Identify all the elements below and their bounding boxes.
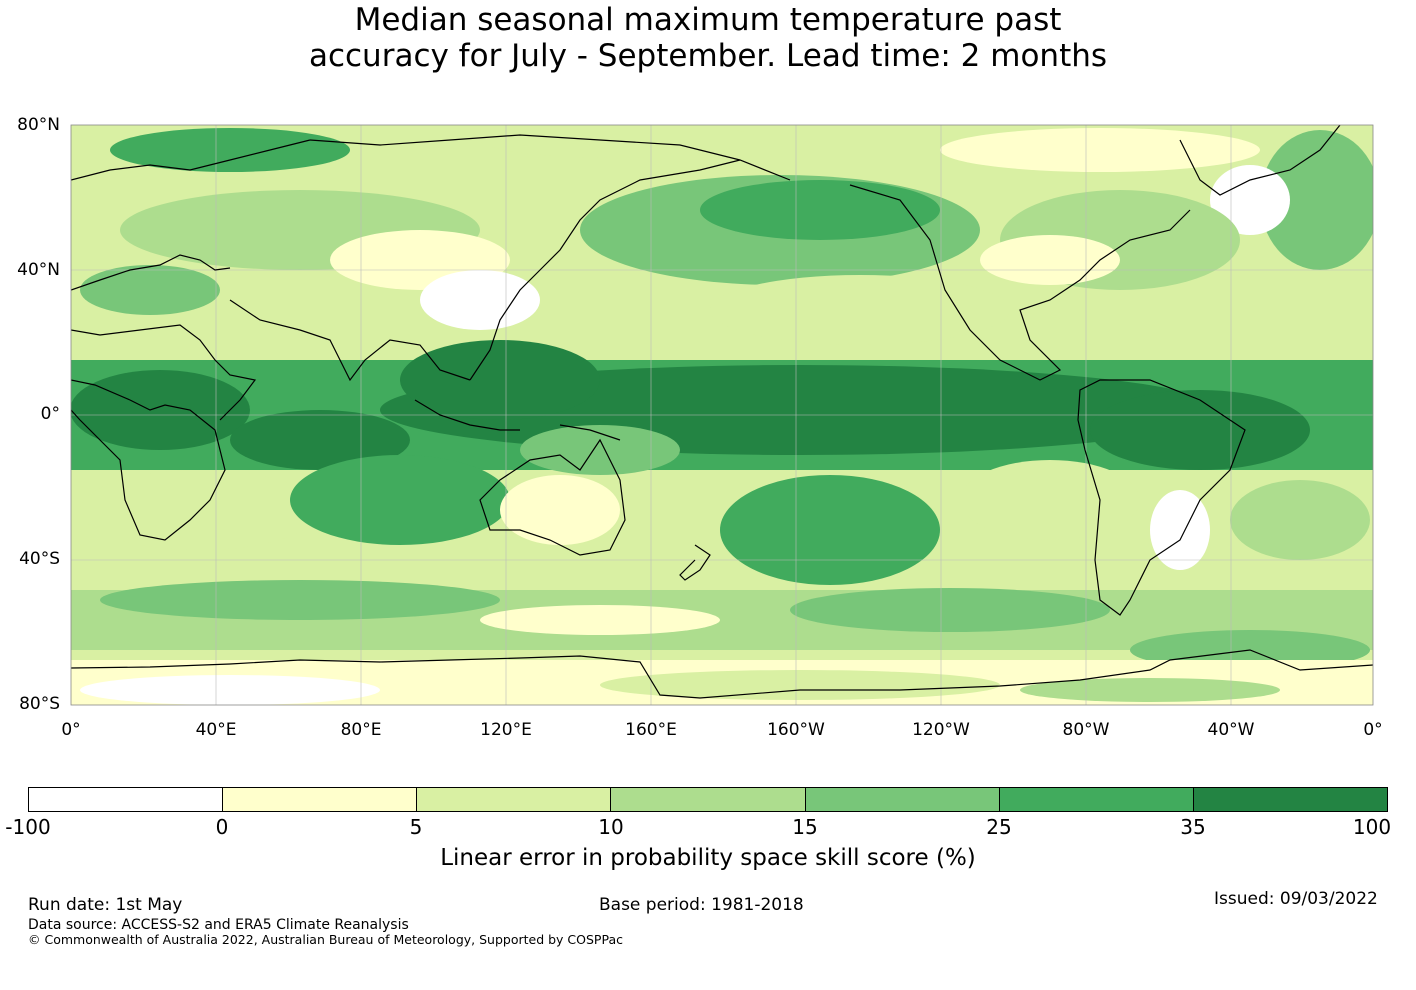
coastline-south-asia: [229, 299, 471, 382]
skill-patch: [480, 125, 760, 158]
skill-score-map: [70, 124, 1374, 706]
coastline-south-america: [1077, 379, 1246, 616]
skill-patch: [290, 455, 510, 545]
skill-patch: [980, 235, 1120, 285]
lon-label-80e: 80°E: [340, 720, 382, 740]
skill-patch: [500, 475, 620, 545]
skill-patch: [1260, 130, 1373, 270]
skill-patch: [230, 410, 410, 470]
lat-label-80n: 80°N: [17, 115, 60, 135]
colorbar-segment: [223, 788, 418, 811]
skill-patch: [960, 460, 1140, 540]
title-line-1: Median seasonal maximum temperature past: [354, 2, 1062, 38]
colorbar-tick: -100: [5, 815, 51, 839]
colorbar-tick: 5: [409, 815, 423, 839]
skill-patch: [400, 340, 600, 420]
skill-patch: [1150, 490, 1210, 570]
skill-patch: [940, 128, 1260, 172]
skill-patch: [110, 128, 350, 172]
coastline-north-africa: [71, 324, 257, 421]
skill-patch: [80, 265, 220, 315]
run-date: Run date: 1st May: [28, 895, 183, 915]
skill-patch: [71, 370, 250, 450]
coastline-antarctica: [71, 649, 1373, 699]
coastlines: [71, 125, 1373, 699]
skill-patch: [1020, 678, 1280, 702]
colorbar-segment: [611, 788, 806, 811]
coastline-australia: [479, 438, 626, 556]
gridlines: [71, 125, 1373, 705]
lon-label-360: 0°: [1363, 720, 1383, 740]
map-frame: [70, 124, 1374, 706]
skill-patch: [1090, 390, 1310, 470]
skill-patch: [720, 475, 940, 585]
colorbar-segment: [29, 788, 224, 811]
skill-score-layer: [71, 125, 1373, 705]
skill-patch: [80, 675, 380, 705]
coastline-siberia: [309, 134, 791, 181]
copyright: © Commonwealth of Australia 2022, Austra…: [28, 932, 623, 947]
lat-label-equator: 0°: [40, 404, 60, 424]
issued-date: Issued: 09/03/2022: [1214, 889, 1378, 909]
lon-label-80w: 80°W: [1062, 720, 1110, 740]
skill-patch: [600, 670, 1000, 700]
lon-label-40w: 40°W: [1207, 720, 1255, 740]
colorbar-label: Linear error in probability space skill …: [440, 845, 976, 871]
lat-label-80s: 80°S: [19, 694, 60, 714]
colorbar-segment: [999, 788, 1194, 811]
coastline-east-asia: [469, 159, 741, 381]
data-source: Data source: ACCESS-S2 and ERA5 Climate …: [28, 917, 409, 933]
lon-label-120w: 120°W: [912, 720, 970, 740]
skill-patch: [710, 275, 1010, 345]
lon-label-120e: 120°E: [480, 720, 532, 740]
coastline-greenland: [1179, 125, 1341, 196]
lat-label-40n: 40°N: [17, 260, 60, 280]
lon-label-160w: 160°W: [767, 720, 825, 740]
colorbar-tick: 100: [1352, 815, 1392, 839]
coastline-north-america: [849, 184, 1191, 381]
colorbar-tick: 25: [986, 815, 1012, 839]
colorbar-tick: 15: [792, 815, 818, 839]
coastline-scandinavia: [71, 139, 311, 181]
coastline-africa: [71, 379, 226, 541]
title-line-2: accuracy for July - September. Lead time…: [308, 38, 1108, 74]
map-title: Median seasonal maximum temperature past…: [0, 2, 1416, 74]
lon-label-0: 0°: [61, 720, 81, 740]
skill-patch: [790, 588, 1110, 632]
lon-label-160e: 160°E: [625, 720, 677, 740]
colorbar-segment: [417, 788, 612, 811]
colorbar-tick: 10: [598, 815, 624, 839]
skill-patch: [520, 425, 680, 475]
colorbar-segment: [1193, 788, 1387, 811]
coastline-indonesia: [414, 399, 520, 431]
skill-patch: [1210, 165, 1290, 235]
colorbar-tick: 35: [1180, 815, 1206, 839]
colorbar-tick: 0: [215, 815, 229, 839]
skill-patch: [420, 270, 540, 330]
base-period: Base period: 1981-2018: [599, 895, 804, 915]
coastline-europe: [71, 254, 231, 291]
skill-patch: [480, 605, 720, 635]
skill-patch: [100, 580, 500, 620]
lon-label-40e: 40°E: [195, 720, 237, 740]
lat-label-40s: 40°S: [19, 549, 60, 569]
skill-patch: [1230, 480, 1370, 560]
coastline-new-guinea: [559, 424, 621, 441]
colorbar: [28, 787, 1388, 812]
colorbar-segment: [805, 788, 1000, 811]
skill-patch: [700, 180, 940, 240]
coastline-new-zealand: [679, 544, 711, 581]
